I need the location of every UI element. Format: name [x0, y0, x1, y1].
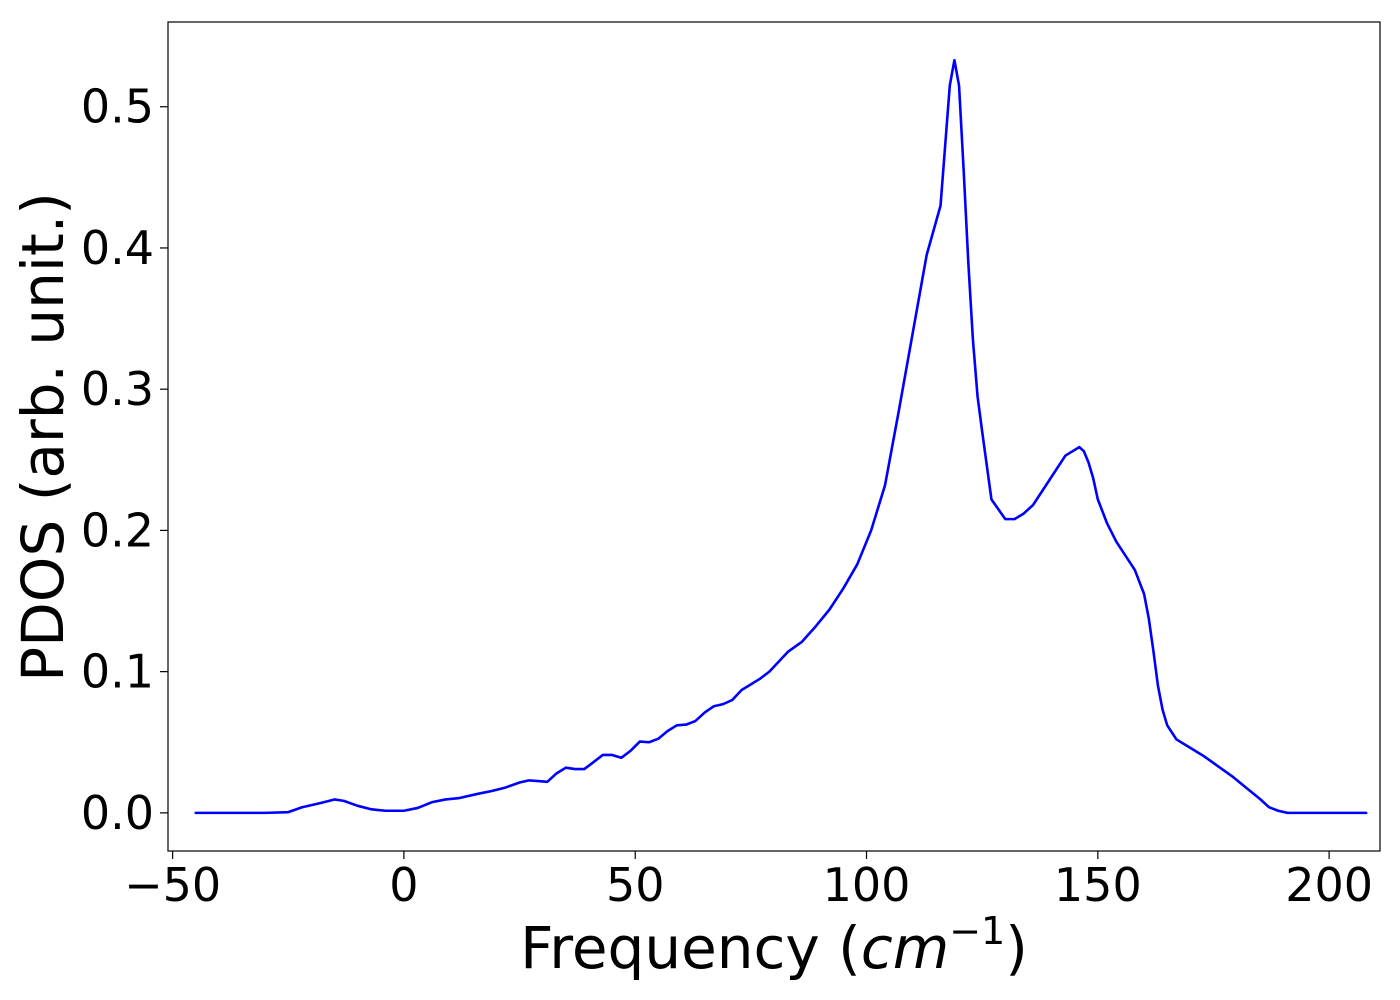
- x-axis-label: Frequency (cm−1): [520, 909, 1028, 982]
- y-tick-label: 0.1: [81, 645, 154, 699]
- y-axis-label: PDOS (arb. unit.): [9, 192, 77, 682]
- y-tick-label: 0.0: [81, 786, 154, 840]
- plot-background: [168, 22, 1380, 851]
- x-axis-ticks: −50 0 50 100 150 200: [124, 851, 1373, 912]
- x-tick-label: 150: [1054, 858, 1142, 912]
- x-tick-label: 100: [823, 858, 911, 912]
- x-tick-label: 200: [1285, 858, 1373, 912]
- x-axis-label-unit-exp: −1: [949, 909, 1005, 953]
- series-layer: [194, 58, 1368, 815]
- y-tick-label: 0.4: [81, 221, 154, 275]
- x-tick-label: −50: [124, 858, 221, 912]
- x-tick-label: 0: [389, 858, 418, 912]
- x-tick-label: 50: [606, 858, 665, 912]
- y-axis-ticks: 0.0 0.1 0.2 0.3 0.4 0.5: [81, 80, 168, 840]
- y-tick-label: 0.3: [81, 362, 154, 416]
- y-tick-label: 0.2: [81, 503, 154, 557]
- x-axis-label-unit-base: cm: [861, 914, 949, 982]
- y-tick-label: 0.5: [81, 80, 154, 134]
- plot-frame: [167, 21, 1381, 852]
- x-axis-label-close: ): [1005, 914, 1028, 982]
- pdos-line-series-0: [194, 58, 1368, 815]
- x-axis-label-text: Frequency (: [520, 914, 861, 982]
